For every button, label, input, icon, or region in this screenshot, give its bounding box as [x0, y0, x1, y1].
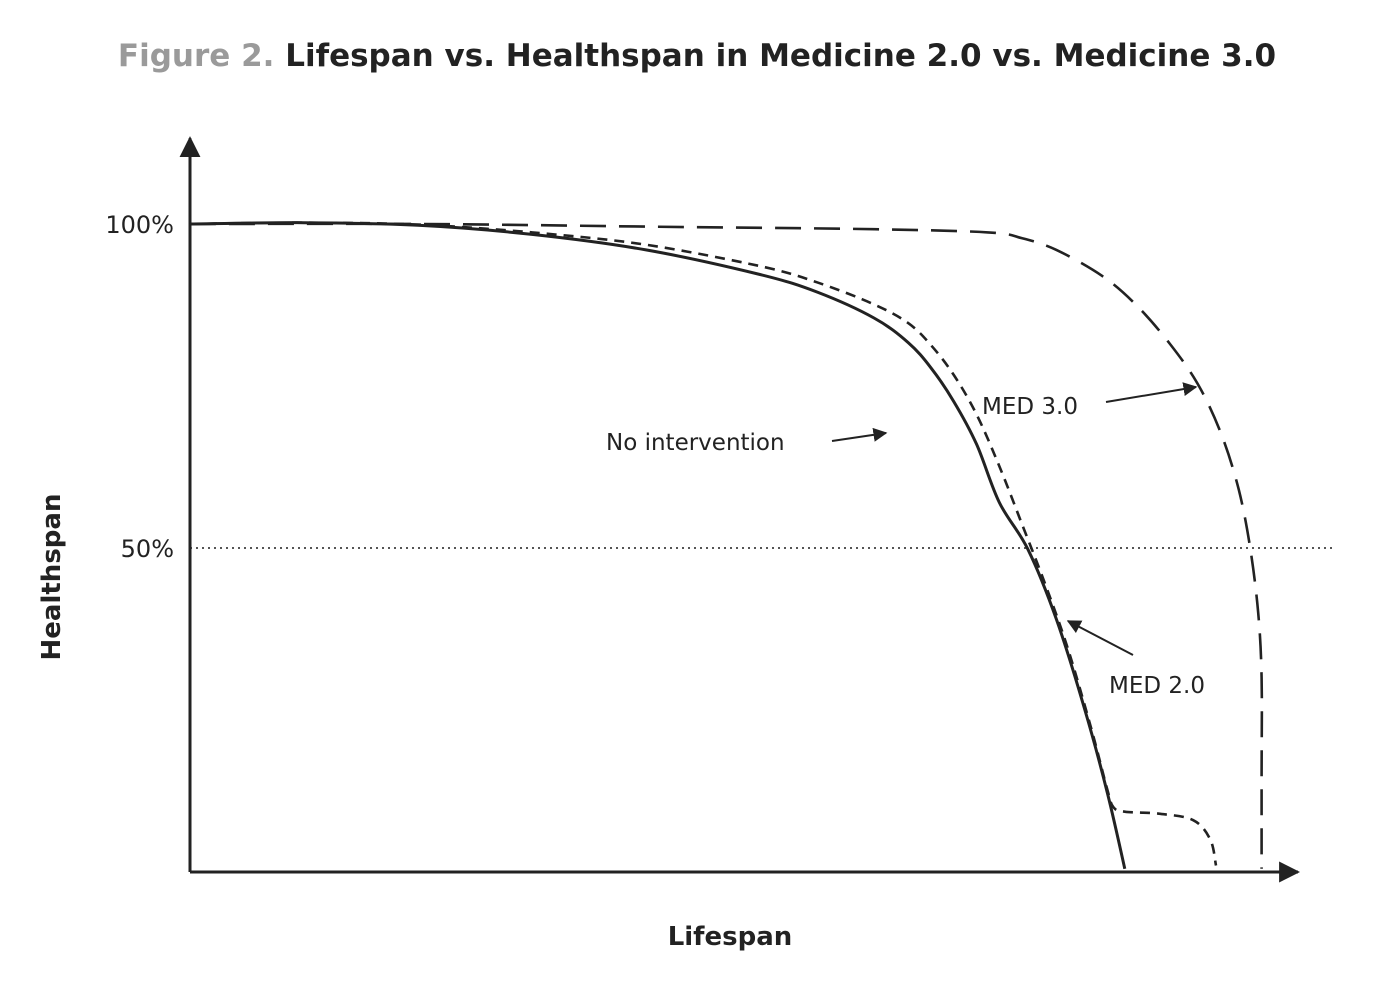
arrow-med-2 — [1066, 620, 1134, 656]
annotation-no-intervention: No intervention — [606, 430, 785, 456]
series-line-med-2-0 — [189, 221, 1218, 866]
annotation-med-3: MED 3.0 — [982, 394, 1078, 420]
y-tick-label-50: 50% — [121, 535, 174, 563]
figure-number: Figure 2. — [117, 38, 275, 74]
arrow-med-3 — [1105, 382, 1198, 403]
y-tick-label-100: 100% — [105, 211, 174, 239]
x-axis-title: Lifespan — [668, 922, 793, 952]
series-line-no-intervention — [189, 221, 1127, 870]
chart-title: Figure 2. Lifespan vs. Healthspan in Med… — [0, 38, 1394, 74]
annotation-med-2: MED 2.0 — [1109, 673, 1205, 699]
y-axis-title: Healthspan — [37, 494, 67, 661]
arrow-no-intervention — [831, 427, 888, 442]
series-line-med-3-0 — [189, 222, 1264, 869]
figure-title: Lifespan vs. Healthspan in Medicine 2.0 … — [285, 38, 1277, 74]
series-group — [189, 221, 1264, 870]
